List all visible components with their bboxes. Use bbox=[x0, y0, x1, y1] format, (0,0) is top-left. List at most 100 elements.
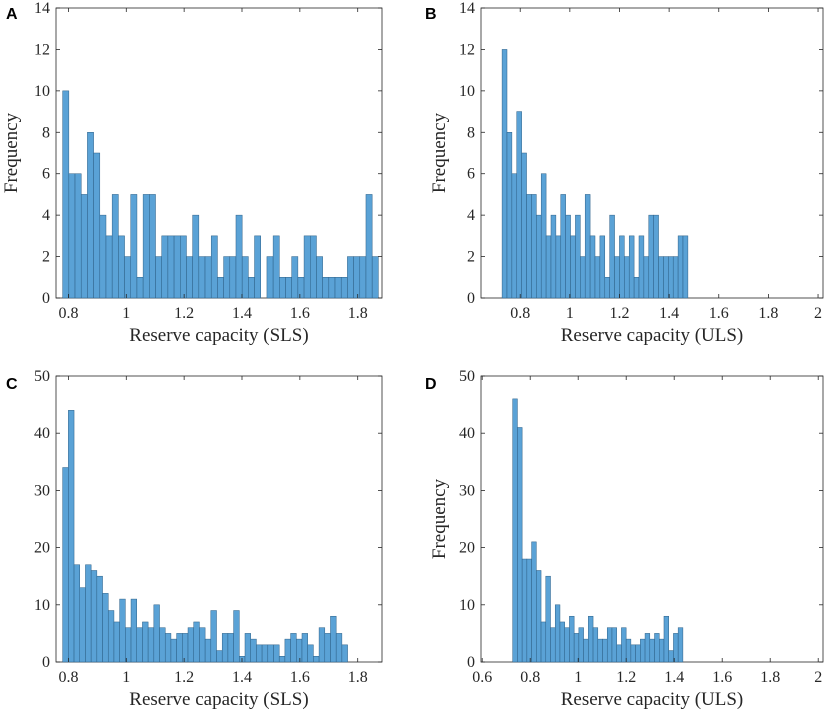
histogram-bar bbox=[192, 214, 200, 299]
x-tick-label: 1 bbox=[122, 305, 130, 322]
x-tick-label: 1.6 bbox=[290, 669, 310, 686]
histogram-bar bbox=[119, 598, 126, 663]
histogram-bar bbox=[540, 173, 547, 299]
histogram-bar bbox=[630, 644, 636, 663]
histogram-bar bbox=[149, 194, 156, 299]
panel-d-xticks: 0.6 0.8 1 1.2 1.4 1.6 1.8 2 bbox=[472, 376, 822, 686]
y-tick-label: 2 bbox=[42, 249, 50, 266]
histogram-bar bbox=[531, 194, 537, 299]
histogram-bar bbox=[371, 256, 379, 299]
histogram-bar bbox=[560, 194, 566, 299]
histogram-bar bbox=[85, 564, 92, 663]
y-tick-label: 0 bbox=[467, 654, 475, 671]
histogram-bar bbox=[303, 235, 311, 299]
histogram-bar bbox=[602, 638, 608, 663]
histogram-bar bbox=[278, 656, 286, 663]
histogram-bar bbox=[193, 621, 200, 663]
histogram-bar bbox=[554, 604, 561, 663]
x-tick-label: 1.2 bbox=[616, 669, 636, 686]
histogram-bar bbox=[501, 49, 508, 299]
histogram-bar bbox=[161, 235, 169, 299]
histogram-bar bbox=[223, 256, 231, 299]
histogram-bar bbox=[322, 277, 330, 299]
histogram-bar bbox=[62, 467, 69, 663]
histogram-bar bbox=[328, 277, 336, 299]
histogram-bar bbox=[118, 235, 125, 299]
histogram-bar bbox=[550, 627, 556, 663]
histogram-bar bbox=[155, 256, 162, 299]
histogram-bar bbox=[313, 656, 320, 663]
y-tick-label: 20 bbox=[459, 540, 475, 557]
y-tick-label: 0 bbox=[42, 654, 50, 671]
histogram-bar bbox=[316, 256, 323, 299]
histogram-bar bbox=[113, 621, 120, 663]
histogram-bar bbox=[559, 621, 565, 663]
histogram-bar bbox=[597, 638, 603, 663]
panel-a-ylabel: Frequency bbox=[1, 112, 22, 193]
histogram-bar bbox=[307, 644, 314, 663]
histogram-bar bbox=[173, 235, 181, 299]
y-tick-label: 40 bbox=[459, 425, 475, 442]
histogram-bar bbox=[569, 615, 575, 663]
histogram-bar bbox=[643, 256, 650, 299]
histogram-bar bbox=[682, 235, 689, 299]
panel-b-ylabel: Frequency bbox=[429, 112, 450, 193]
x-tick-label: 1.2 bbox=[609, 305, 629, 322]
histogram-bar bbox=[592, 627, 599, 663]
histogram-bar bbox=[254, 235, 261, 299]
histogram-bar bbox=[297, 277, 305, 299]
y-tick-label: 4 bbox=[467, 207, 475, 224]
histogram-bar bbox=[291, 256, 299, 299]
histogram-bar bbox=[635, 644, 641, 663]
histogram-bar bbox=[516, 111, 522, 299]
histogram-bar bbox=[107, 610, 115, 663]
panel-b: 0 2 4 6 8 10 12 14 0.8 1 1.2 1.4 1.6 1.8 2 B Frequenc… bbox=[425, 0, 824, 346]
histogram-bar bbox=[353, 256, 361, 299]
histogram-bar bbox=[365, 194, 373, 299]
y-tick-label: 12 bbox=[459, 41, 475, 58]
histogram-bar bbox=[653, 214, 659, 299]
histogram-bar bbox=[649, 638, 655, 663]
panel-b-yticks: 0 2 4 6 8 10 12 14 bbox=[459, 0, 823, 307]
histogram-bar bbox=[633, 277, 640, 299]
histogram-bar bbox=[545, 235, 552, 299]
histogram-bar bbox=[217, 277, 224, 299]
histogram-bar bbox=[564, 627, 570, 663]
histogram-bar bbox=[536, 214, 542, 299]
histogram-bar bbox=[167, 235, 175, 299]
histogram-bar bbox=[359, 256, 367, 299]
histogram-bar bbox=[604, 277, 610, 299]
histogram-bar bbox=[216, 650, 223, 663]
histogram-bar bbox=[204, 638, 212, 663]
histogram-bar bbox=[318, 627, 326, 663]
panel-a-xticks: 0.8 1 1.2 1.4 1.6 1.8 bbox=[58, 8, 368, 322]
histogram-bar bbox=[102, 593, 109, 663]
histogram-bar bbox=[517, 427, 523, 663]
histogram-bar bbox=[573, 633, 580, 663]
x-tick-label: 1 bbox=[566, 305, 574, 322]
histogram-bar bbox=[176, 633, 183, 663]
x-tick-label: 1.6 bbox=[290, 305, 310, 322]
panel-c-xticks: 0.8 1 1.2 1.4 1.6 1.8 bbox=[58, 376, 368, 686]
histogram-bar bbox=[638, 235, 645, 299]
histogram-bar bbox=[136, 277, 144, 299]
histogram-bar bbox=[182, 633, 189, 663]
y-tick-label: 0 bbox=[42, 290, 50, 307]
histogram-bar bbox=[229, 256, 237, 299]
histogram-bar bbox=[616, 644, 622, 663]
histogram-bar bbox=[261, 644, 269, 663]
histogram-bar bbox=[588, 615, 594, 663]
histogram-bar bbox=[621, 627, 627, 663]
panel-c-bars bbox=[62, 410, 348, 663]
histogram-bar bbox=[668, 256, 674, 299]
y-tick-label: 40 bbox=[34, 425, 50, 442]
histogram-bar bbox=[248, 277, 255, 299]
x-tick-label: 1.4 bbox=[664, 669, 684, 686]
panel-d-bars bbox=[512, 398, 684, 663]
y-tick-label: 14 bbox=[34, 0, 50, 17]
y-tick-label: 14 bbox=[459, 0, 475, 17]
histogram-bar bbox=[272, 235, 280, 299]
x-tick-label: 1.6 bbox=[709, 305, 729, 322]
histogram-bar bbox=[531, 541, 537, 663]
x-tick-label: 1.8 bbox=[348, 669, 368, 686]
